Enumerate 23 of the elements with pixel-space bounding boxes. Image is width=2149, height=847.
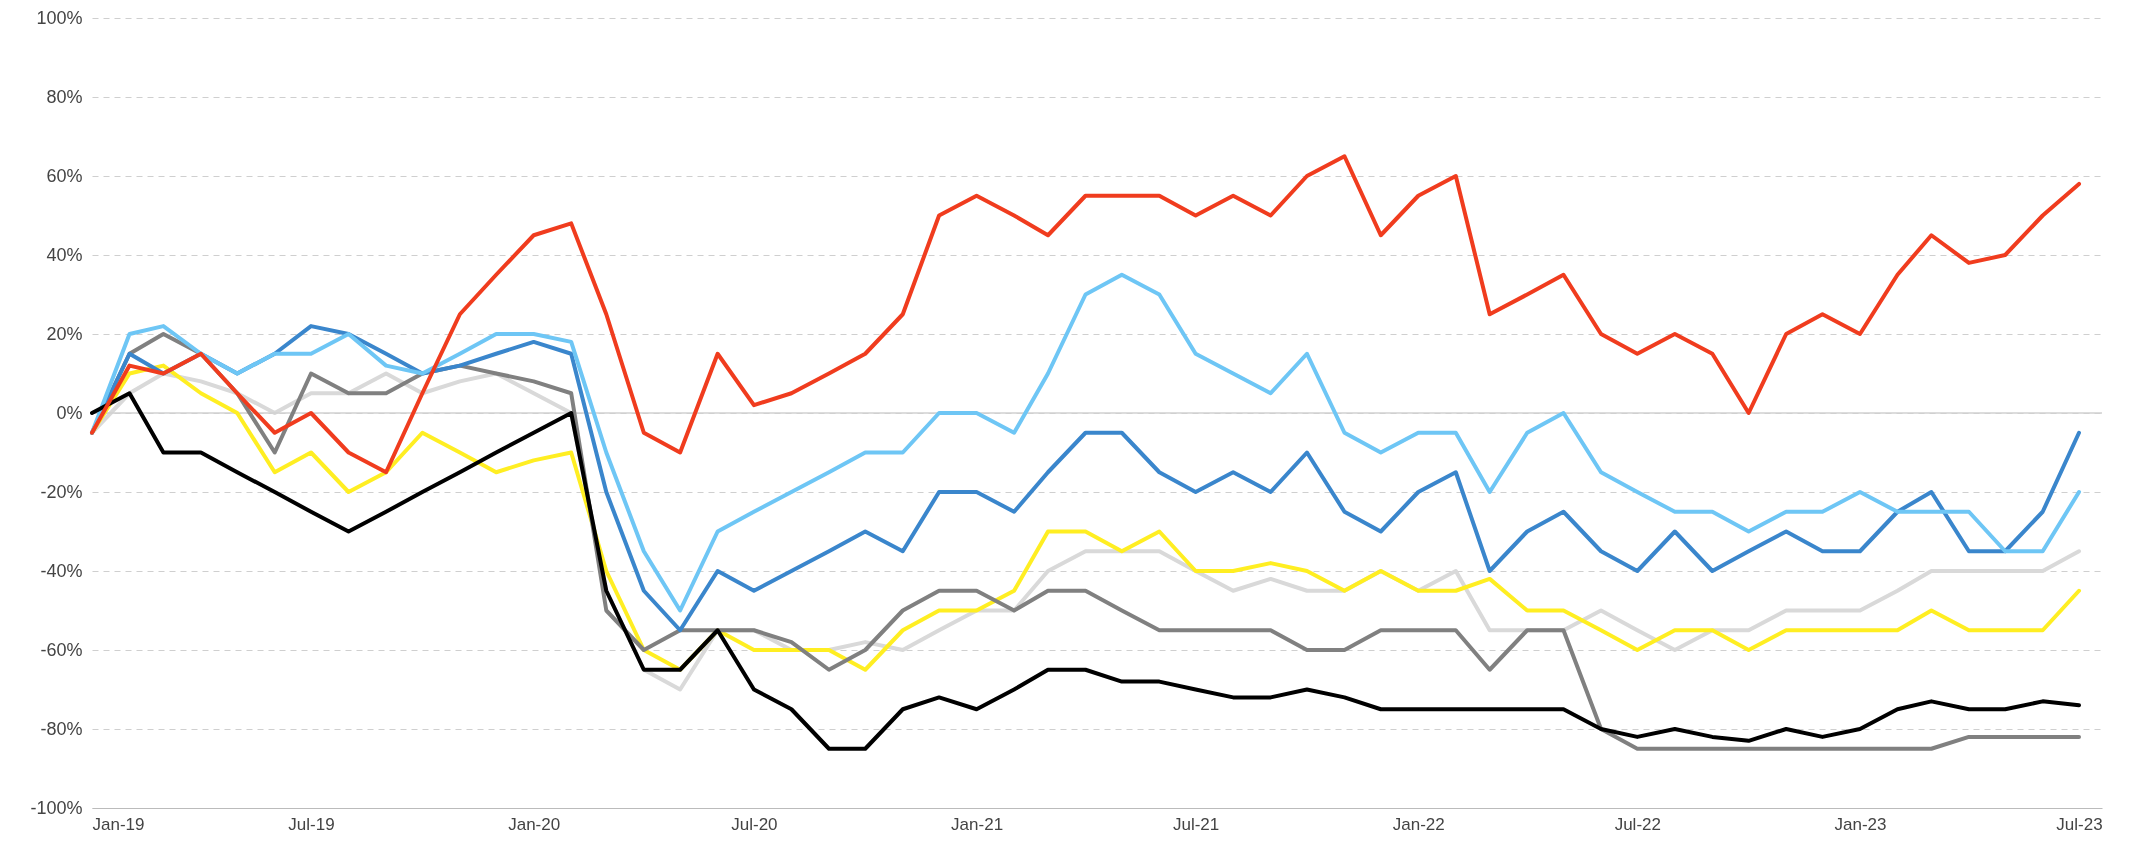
line-series <box>90 272 2082 613</box>
x-tick-label: Jan-21 <box>951 814 1004 834</box>
x-tick-label: Jul-20 <box>731 814 778 834</box>
y-tick-label: 60% <box>46 165 83 186</box>
x-tick-label: Jan-19 <box>92 814 145 834</box>
y-tick-label: 100% <box>36 7 83 28</box>
y-tick-label: -80% <box>40 718 83 739</box>
x-tick-label: Jan-22 <box>1392 814 1445 834</box>
x-tick-label: Jul-19 <box>288 814 335 834</box>
x-tick-label: Jan-23 <box>1834 814 1887 834</box>
line-series <box>90 154 2082 475</box>
y-tick-label: -60% <box>40 639 83 660</box>
x-tick-label: Jan-20 <box>508 814 561 834</box>
y-tick-label: 40% <box>46 244 83 265</box>
y-tick-label: 20% <box>46 323 83 344</box>
y-tick-label: -20% <box>40 481 83 502</box>
x-tick-label: Jul-23 <box>2056 814 2103 834</box>
y-tick-label: 80% <box>46 86 83 107</box>
y-tick-label: 0% <box>56 402 83 423</box>
x-tick-label: Jul-21 <box>1172 814 1220 834</box>
x-tick-label: Jul-22 <box>1614 814 1661 834</box>
y-tick-label: -100% <box>30 797 83 818</box>
y-tick-label: -40% <box>40 560 83 581</box>
